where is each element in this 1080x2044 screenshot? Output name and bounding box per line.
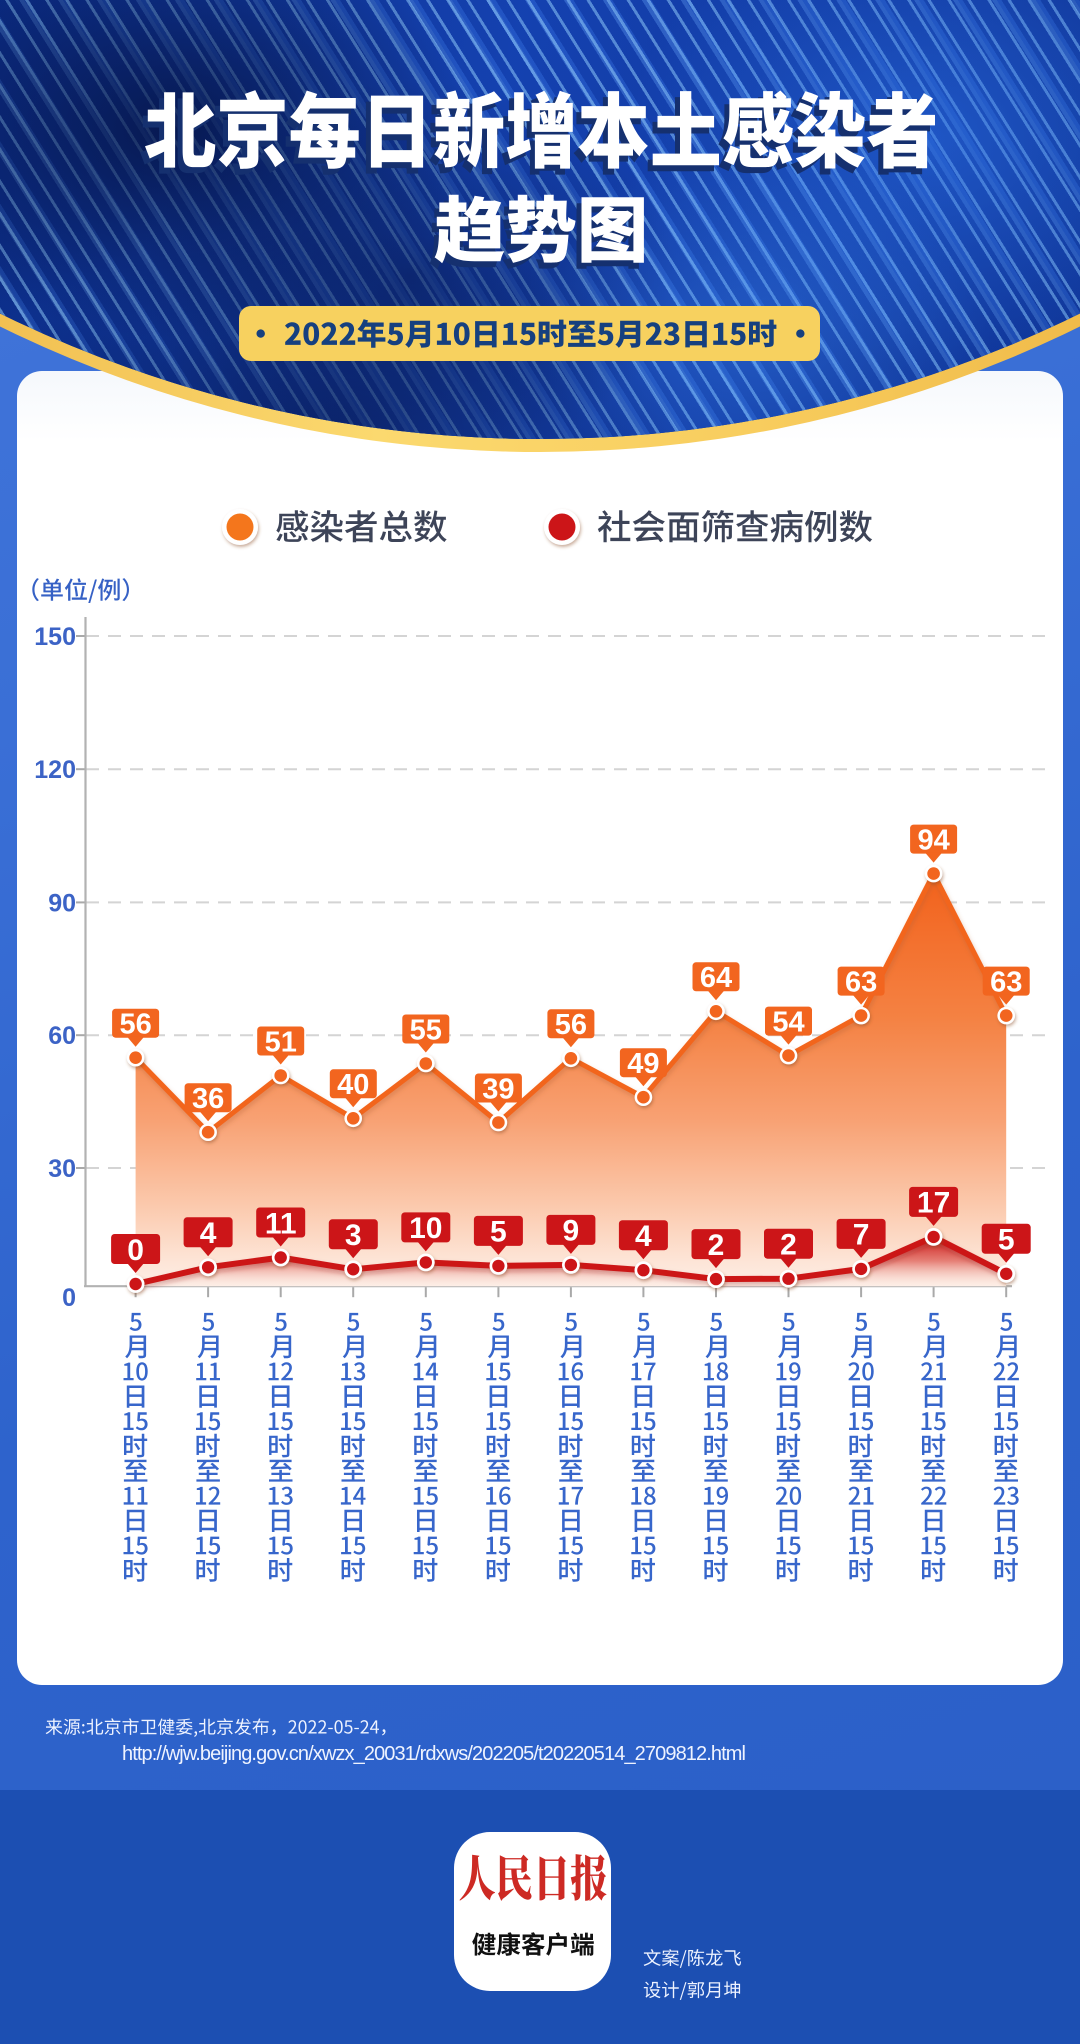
svg-text:0: 0 xyxy=(127,1234,144,1267)
svg-text:9: 9 xyxy=(563,1215,580,1248)
svg-text:0: 0 xyxy=(62,1284,76,1312)
svg-text:120: 120 xyxy=(34,756,76,784)
svg-text:40: 40 xyxy=(337,1069,369,1101)
svg-text:4: 4 xyxy=(200,1217,217,1250)
svg-text:3: 3 xyxy=(345,1219,362,1252)
svg-text:51: 51 xyxy=(265,1026,297,1058)
svg-text:90: 90 xyxy=(48,889,76,917)
svg-text:http://wjw.beijing.gov.cn/xwzx: http://wjw.beijing.gov.cn/xwzx_20031/rdx… xyxy=(122,1743,746,1765)
svg-text:64: 64 xyxy=(700,962,732,994)
svg-text:11: 11 xyxy=(265,1207,297,1240)
svg-text:56: 56 xyxy=(555,1009,587,1041)
svg-text:30: 30 xyxy=(48,1155,76,1183)
svg-text:2: 2 xyxy=(708,1229,725,1262)
svg-text:5: 5 xyxy=(998,1224,1015,1257)
svg-text:5: 5 xyxy=(490,1216,507,1249)
svg-text:7: 7 xyxy=(853,1219,870,1252)
svg-text:2: 2 xyxy=(780,1229,797,1262)
svg-text:94: 94 xyxy=(917,825,949,857)
svg-text:36: 36 xyxy=(192,1083,224,1115)
svg-text:63: 63 xyxy=(990,967,1022,999)
svg-text:150: 150 xyxy=(34,623,76,651)
svg-text:55: 55 xyxy=(410,1014,442,1046)
svg-text:60: 60 xyxy=(48,1022,76,1050)
svg-text:39: 39 xyxy=(482,1073,514,1105)
svg-text:49: 49 xyxy=(627,1048,659,1080)
svg-text:17: 17 xyxy=(917,1187,950,1220)
svg-text:63: 63 xyxy=(845,967,877,999)
svg-text:56: 56 xyxy=(119,1009,151,1041)
svg-text:54: 54 xyxy=(772,1007,804,1039)
svg-text:4: 4 xyxy=(635,1220,652,1253)
svg-text:10: 10 xyxy=(409,1212,442,1245)
